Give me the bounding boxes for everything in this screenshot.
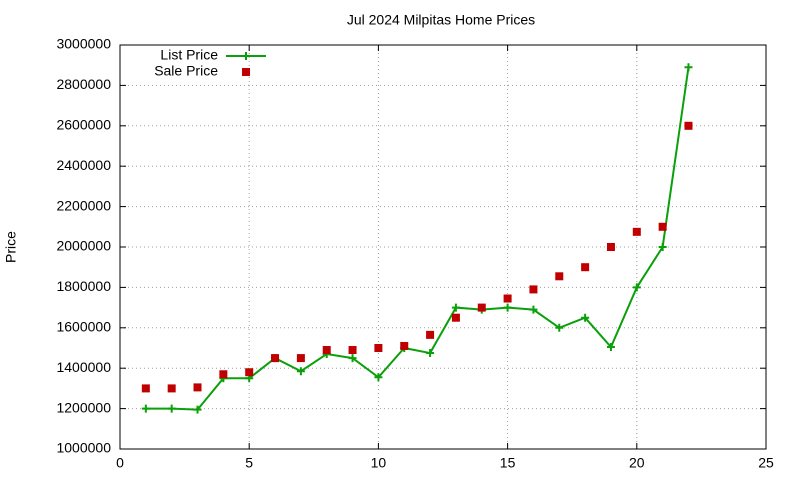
- point: [451, 313, 460, 322]
- y-tick-label: 1800000: [56, 278, 111, 294]
- point: [606, 243, 615, 251]
- point: [503, 294, 512, 303]
- point: [477, 303, 486, 312]
- series-line: [145, 67, 690, 411]
- y-tick-label: 2400000: [56, 157, 111, 173]
- y-tick-label: 2000000: [56, 238, 111, 254]
- x-tick-label: 25: [758, 455, 774, 471]
- y-tick-label: 2600000: [56, 117, 111, 133]
- point: [348, 346, 357, 355]
- point: [296, 367, 305, 376]
- point: [684, 63, 693, 72]
- point: [684, 121, 693, 130]
- y-tick-label: 1400000: [56, 359, 111, 375]
- x-tick-label: 15: [500, 455, 516, 471]
- point: [581, 263, 590, 272]
- point: [374, 344, 383, 352]
- point: [374, 373, 383, 382]
- point: [426, 349, 435, 358]
- point: [141, 404, 150, 413]
- point: [348, 354, 357, 363]
- point: [606, 342, 615, 351]
- point: [296, 354, 305, 363]
- point: [451, 303, 460, 312]
- point: [193, 383, 202, 392]
- point: [581, 313, 590, 322]
- point: [555, 272, 564, 281]
- legend-swatch: [242, 68, 250, 76]
- point: [426, 330, 435, 339]
- x-tick-label: 10: [371, 455, 387, 471]
- plot-frame: [119, 44, 767, 450]
- point: [555, 323, 564, 332]
- point: [400, 341, 409, 350]
- point: [529, 285, 538, 294]
- point: [632, 283, 641, 292]
- point: [167, 404, 176, 413]
- point: [503, 303, 512, 312]
- chart-title: Jul 2024 Milpitas Home Prices: [347, 12, 535, 28]
- point: [322, 346, 331, 355]
- y-axis-label: Price: [3, 231, 19, 263]
- y-tick-label: 1600000: [56, 319, 111, 335]
- point: [658, 222, 667, 231]
- point: [167, 384, 176, 393]
- x-tick-label: 0: [116, 455, 124, 471]
- point: [632, 227, 641, 236]
- point: [219, 370, 228, 379]
- y-tick-label: 3000000: [56, 36, 111, 52]
- point: [245, 368, 254, 377]
- point: [658, 243, 667, 251]
- y-tick-label: 2200000: [56, 197, 111, 213]
- point: [271, 354, 280, 363]
- point: [529, 305, 538, 314]
- point: [193, 405, 202, 414]
- point: [141, 384, 150, 393]
- legend-label: Sale Price: [154, 63, 218, 79]
- legend-label: List Price: [160, 47, 218, 63]
- x-tick-label: 20: [629, 455, 645, 471]
- legend-swatch: [242, 52, 250, 60]
- y-tick-label: 2800000: [56, 76, 111, 92]
- y-tick-label: 1000000: [56, 440, 111, 456]
- y-tick-label: 1200000: [56, 399, 111, 415]
- x-tick-label: 5: [245, 455, 253, 471]
